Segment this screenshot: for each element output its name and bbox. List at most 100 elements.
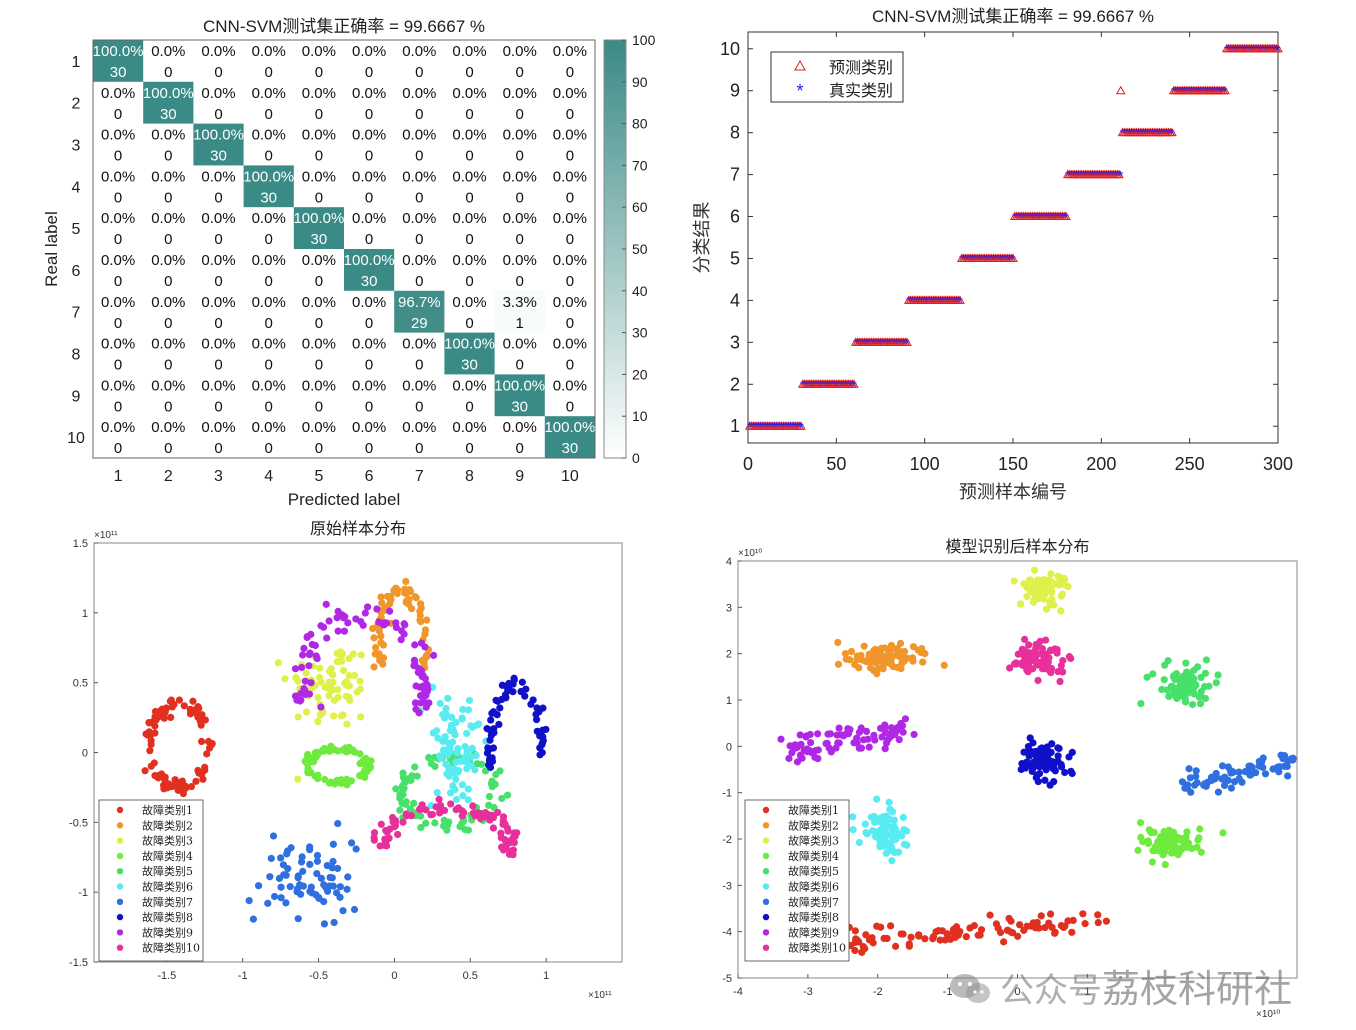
sample-point bbox=[302, 708, 311, 716]
matrix-cell bbox=[143, 165, 194, 208]
sample-point bbox=[344, 873, 352, 881]
sample-point bbox=[459, 705, 467, 714]
sample-point bbox=[518, 678, 526, 686]
true-marker: * bbox=[1063, 210, 1069, 226]
matrix-cell bbox=[544, 123, 596, 166]
sample-point bbox=[302, 669, 310, 677]
sample-point bbox=[459, 792, 467, 800]
matrix-cell bbox=[444, 416, 495, 459]
sample-point bbox=[386, 607, 394, 615]
predicted-marker bbox=[1061, 211, 1071, 221]
legend-dot-icon bbox=[762, 806, 770, 814]
recognized-distribution-chart-points bbox=[777, 566, 1297, 956]
sample-point bbox=[343, 775, 351, 783]
sample-point bbox=[897, 930, 905, 938]
cell-percent: 0.0% bbox=[452, 294, 486, 311]
sample-point bbox=[509, 846, 517, 854]
true-marker: * bbox=[1118, 168, 1124, 184]
cell-percent: 0.0% bbox=[402, 210, 436, 227]
legend-label-predicted: 预测类别 bbox=[829, 58, 893, 77]
sample-point bbox=[347, 839, 356, 847]
cell-count: 0 bbox=[164, 148, 172, 165]
colorbar-tick-label: 0 bbox=[632, 450, 640, 466]
colorbar-tick-label: 90 bbox=[632, 74, 648, 90]
sample-point bbox=[1178, 778, 1186, 786]
matrix-cell bbox=[93, 40, 144, 83]
sample-point bbox=[860, 642, 868, 650]
sample-point bbox=[952, 923, 961, 931]
sample-point bbox=[1046, 910, 1055, 918]
sample-point bbox=[1165, 826, 1173, 834]
cell-count: 0 bbox=[465, 64, 473, 81]
cell-count: 0 bbox=[164, 64, 172, 81]
sample-point bbox=[1046, 781, 1054, 789]
sample-point bbox=[417, 812, 425, 820]
matrix-cell bbox=[293, 165, 345, 208]
y-tick-label: -1 bbox=[78, 887, 88, 899]
y-tick-label: -5 bbox=[722, 973, 732, 985]
sample-point bbox=[539, 726, 547, 734]
watermark: 公众号荔枝科研社 bbox=[948, 958, 1292, 1013]
matrix-cell bbox=[243, 40, 295, 83]
sample-point bbox=[328, 874, 336, 882]
sample-point bbox=[464, 706, 472, 714]
sample-point bbox=[322, 600, 330, 608]
sample-point bbox=[1040, 595, 1048, 603]
sample-point bbox=[203, 750, 211, 758]
sample-point bbox=[1026, 587, 1034, 595]
y-tick-label: 0 bbox=[82, 748, 88, 760]
cell-count: 0 bbox=[114, 106, 122, 123]
sample-point bbox=[145, 719, 153, 727]
sample-point bbox=[432, 727, 441, 735]
sample-point bbox=[370, 634, 378, 642]
cell-percent: 0.0% bbox=[151, 127, 185, 144]
sample-point bbox=[785, 754, 793, 763]
sample-point bbox=[402, 597, 411, 605]
sample-point bbox=[369, 624, 377, 633]
sample-point bbox=[905, 940, 913, 948]
matrix-cell bbox=[394, 40, 445, 83]
sample-point bbox=[313, 869, 321, 878]
cell-percent: 0.0% bbox=[252, 43, 286, 60]
matrix-cell bbox=[394, 249, 445, 292]
sample-point bbox=[1187, 676, 1195, 684]
matrix-cell bbox=[544, 81, 596, 124]
sample-point bbox=[301, 677, 309, 685]
sample-point bbox=[1068, 769, 1076, 778]
sample-point bbox=[356, 685, 364, 693]
x-tick-label: 250 bbox=[1175, 454, 1205, 474]
cell-count: 0 bbox=[315, 189, 323, 206]
row-tick-label: 9 bbox=[72, 388, 81, 405]
cell-percent: 100.0% bbox=[444, 336, 495, 353]
sample-point bbox=[877, 644, 886, 652]
sample-point bbox=[408, 772, 416, 780]
sample-point bbox=[1054, 667, 1062, 676]
sample-point bbox=[1031, 924, 1040, 932]
sample-point bbox=[1029, 739, 1037, 747]
cell-percent: 0.0% bbox=[352, 419, 386, 436]
sample-point bbox=[361, 609, 369, 617]
sample-point bbox=[334, 864, 342, 873]
col-tick-label: 10 bbox=[561, 468, 579, 485]
cell-percent: 0.0% bbox=[151, 336, 185, 353]
matrix-cell bbox=[344, 416, 395, 459]
cell-count: 0 bbox=[265, 357, 273, 374]
sample-point bbox=[410, 799, 418, 807]
sample-point bbox=[1186, 774, 1194, 782]
sample-point bbox=[1280, 762, 1289, 770]
true-marker: * bbox=[1168, 126, 1174, 142]
matrix-cell bbox=[444, 332, 495, 375]
sample-point bbox=[370, 833, 378, 842]
sample-point bbox=[1200, 781, 1208, 789]
cell-percent: 96.7% bbox=[398, 294, 441, 311]
cell-percent: 0.0% bbox=[553, 294, 587, 311]
sample-point bbox=[1173, 675, 1181, 683]
sample-point bbox=[1193, 843, 1201, 851]
cell-percent: 100.0% bbox=[344, 252, 395, 269]
cell-percent: 0.0% bbox=[553, 252, 587, 269]
sample-point bbox=[298, 663, 306, 672]
predicted-marker bbox=[1273, 43, 1283, 53]
legend-label: 故障类别7 bbox=[788, 895, 839, 909]
x-tick-label: -1.5 bbox=[157, 970, 176, 982]
y-tick-label: 10 bbox=[720, 39, 740, 59]
